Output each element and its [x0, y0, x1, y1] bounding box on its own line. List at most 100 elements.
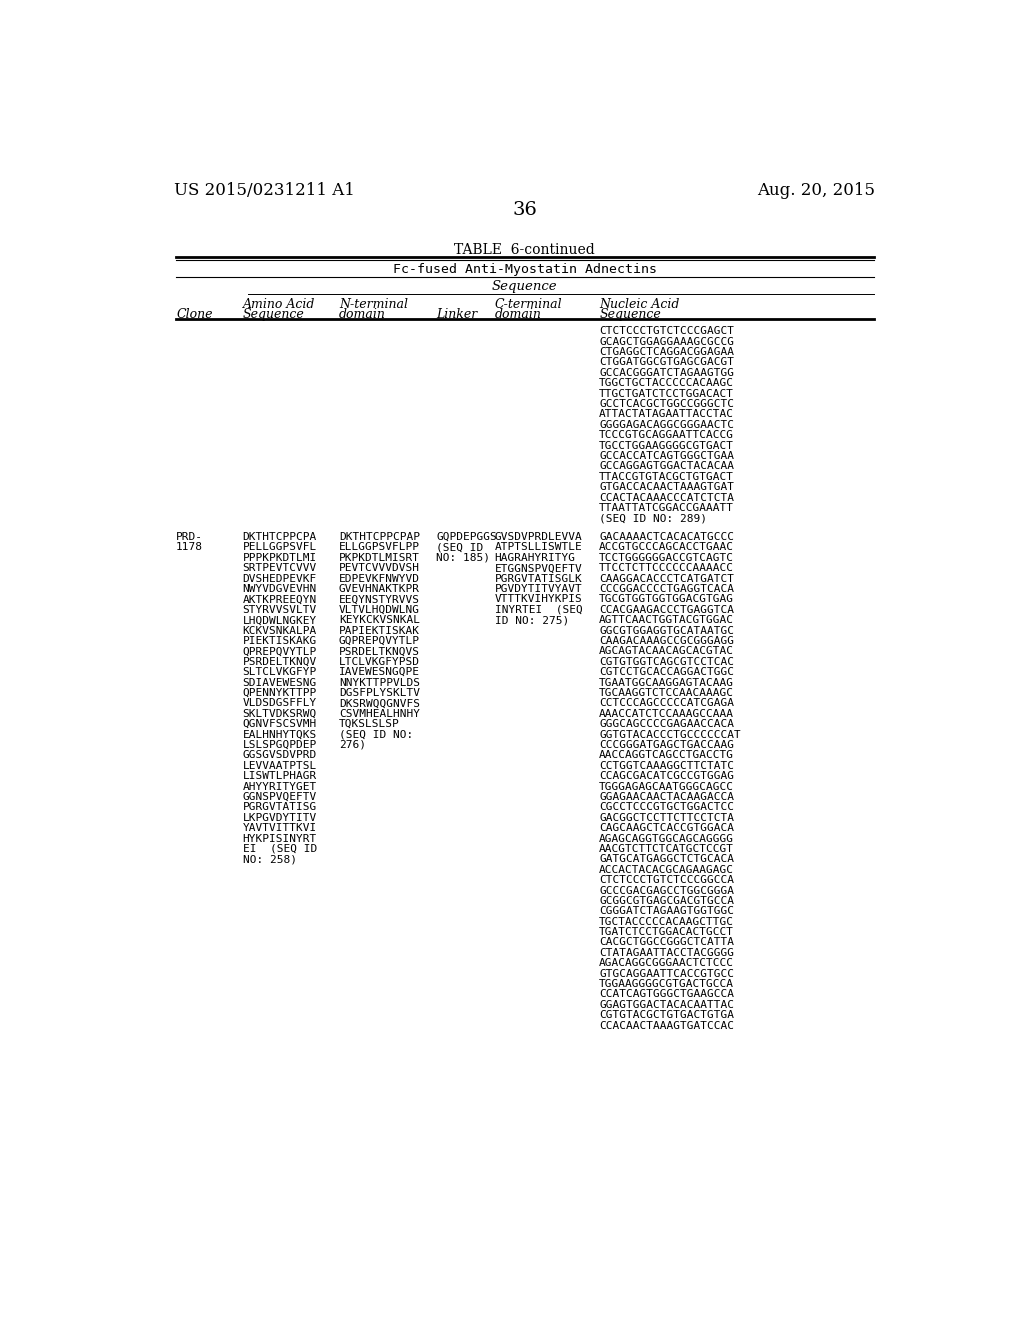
Text: GGAGAACAACTACAAGACCA: GGAGAACAACTACAAGACCA — [599, 792, 734, 803]
Text: DKSRWQQGNVFS: DKSRWQQGNVFS — [339, 698, 420, 709]
Text: AAACCATCTCCAAAGCCAAA: AAACCATCTCCAAAGCCAAA — [599, 709, 734, 719]
Text: CACGCTGGCCGGGCTCATTA: CACGCTGGCCGGGCTCATTA — [599, 937, 734, 948]
Text: CSVMHEALHNHY: CSVMHEALHNHY — [339, 709, 420, 719]
Text: AHYYRITYGET: AHYYRITYGET — [243, 781, 317, 792]
Text: Aug. 20, 2015: Aug. 20, 2015 — [757, 182, 876, 198]
Text: DVSHEDPEVKF: DVSHEDPEVKF — [243, 574, 317, 583]
Text: VLTVLHQDWLNG: VLTVLHQDWLNG — [339, 605, 420, 615]
Text: TGCGTGGTGGTGGACGTGAG: TGCGTGGTGGTGGACGTGAG — [599, 594, 734, 605]
Text: AKTKPREEQYN: AKTKPREEQYN — [243, 594, 317, 605]
Text: Amino Acid: Amino Acid — [243, 298, 315, 310]
Text: GCCAGGAGTGGACTACACAA: GCCAGGAGTGGACTACACAA — [599, 462, 734, 471]
Text: DKTHTCPPCPAP: DKTHTCPPCPAP — [339, 532, 420, 543]
Text: CGCCTCCCGTGCTGGACTCC: CGCCTCCCGTGCTGGACTCC — [599, 803, 734, 812]
Text: VLDSDGSFFLY: VLDSDGSFFLY — [243, 698, 317, 709]
Text: GGGCAGCCCCGAGAACCACA: GGGCAGCCCCGAGAACCACA — [599, 719, 734, 729]
Text: INYRTEI  (SEQ: INYRTEI (SEQ — [495, 605, 583, 615]
Text: CTGAGGCTCAGGACGGAGAA: CTGAGGCTCAGGACGGAGAA — [599, 347, 734, 356]
Text: SDIAVEWESNG: SDIAVEWESNG — [243, 677, 317, 688]
Text: EI  (SEQ ID: EI (SEQ ID — [243, 843, 317, 854]
Text: GCCACGGGATCTAGAAGTGG: GCCACGGGATCTAGAAGTGG — [599, 368, 734, 378]
Text: CTCTCCCTGTCTCCCGGCCA: CTCTCCCTGTCTCCCGGCCA — [599, 875, 734, 886]
Text: AGCAGTACAACAGCACGTAC: AGCAGTACAACAGCACGTAC — [599, 647, 734, 656]
Text: LHQDWLNGKEY: LHQDWLNGKEY — [243, 615, 317, 626]
Text: 276): 276) — [339, 741, 366, 750]
Text: GACAAAACTCACACATGCCC: GACAAAACTCACACATGCCC — [599, 532, 734, 543]
Text: TGCCTGGAAGGGGCGTGACT: TGCCTGGAAGGGGCGTGACT — [599, 441, 734, 450]
Text: PGRGVTATISG: PGRGVTATISG — [243, 803, 317, 812]
Text: AGTTCAACTGGTACGTGGAC: AGTTCAACTGGTACGTGGAC — [599, 615, 734, 626]
Text: TQKSLSLSP: TQKSLSLSP — [339, 719, 399, 729]
Text: Clone: Clone — [176, 308, 213, 321]
Text: GCCTCACGCTGGCCGGGCTC: GCCTCACGCTGGCCGGGCTC — [599, 399, 734, 409]
Text: GGAGTGGACTACACAATTAC: GGAGTGGACTACACAATTAC — [599, 999, 734, 1010]
Text: CCACTACAAACCCATCTCTA: CCACTACAAACCCATCTCTA — [599, 492, 734, 503]
Text: TGCTACCCCCACAAGCTTGC: TGCTACCCCCACAAGCTTGC — [599, 916, 734, 927]
Text: CAGCAAGCTCACCGTGGACA: CAGCAAGCTCACCGTGGACA — [599, 824, 734, 833]
Text: Nucleic Acid: Nucleic Acid — [599, 298, 680, 310]
Text: PGRGVTATISGLK: PGRGVTATISGLK — [495, 574, 583, 583]
Text: NNYKTTPPVLDS: NNYKTTPPVLDS — [339, 677, 420, 688]
Text: CCTGGTCAAAGGCTTCTATC: CCTGGTCAAAGGCTTCTATC — [599, 760, 734, 771]
Text: CCAGCGACATCGCCGTGGAG: CCAGCGACATCGCCGTGGAG — [599, 771, 734, 781]
Text: (SEQ ID NO:: (SEQ ID NO: — [339, 730, 413, 739]
Text: Sequence: Sequence — [599, 308, 660, 321]
Text: KEYKCKVSNKAL: KEYKCKVSNKAL — [339, 615, 420, 626]
Text: YAVTVITTKVI: YAVTVITTKVI — [243, 824, 317, 833]
Text: KCKVSNKALPA: KCKVSNKALPA — [243, 626, 317, 636]
Text: Sequence: Sequence — [492, 280, 558, 293]
Text: PSRDELTKNQV: PSRDELTKNQV — [243, 657, 317, 667]
Text: LKPGVDYTITV: LKPGVDYTITV — [243, 813, 317, 822]
Text: TGCAAGGTCTCCAACAAAGC: TGCAAGGTCTCCAACAAAGC — [599, 688, 734, 698]
Text: PKPKDTLMISRT: PKPKDTLMISRT — [339, 553, 420, 562]
Text: GACGGCTCCTTCTTCCTCTA: GACGGCTCCTTCTTCCTCTA — [599, 813, 734, 822]
Text: AGACAGGCGGGAACTCTCCC: AGACAGGCGGGAACTCTCCC — [599, 958, 734, 969]
Text: TTACCGTGTACGCTGTGACT: TTACCGTGTACGCTGTGACT — [599, 471, 734, 482]
Text: GTGACCACAACTAAAGTGAT: GTGACCACAACTAAAGTGAT — [599, 482, 734, 492]
Text: QPREPQVYTLP: QPREPQVYTLP — [243, 647, 317, 656]
Text: VTTTKVIHYKPIS: VTTTKVIHYKPIS — [495, 594, 583, 605]
Text: CTATAGAATTACCTACGGGG: CTATAGAATTACCTACGGGG — [599, 948, 734, 958]
Text: domain: domain — [495, 308, 542, 321]
Text: STYRVVSVLTV: STYRVVSVLTV — [243, 605, 317, 615]
Text: CTGGATGGCGTGAGCGACGT: CTGGATGGCGTGAGCGACGT — [599, 358, 734, 367]
Text: PIEKTISKAKG: PIEKTISKAKG — [243, 636, 317, 645]
Text: TTAATTATCGGACCGAAATT: TTAATTATCGGACCGAAATT — [599, 503, 734, 513]
Text: ATTACTATAGAATTACCTAC: ATTACTATAGAATTACCTAC — [599, 409, 734, 420]
Text: PRD-: PRD- — [176, 532, 203, 543]
Text: Fc-fused Anti-Myostatin Adnectins: Fc-fused Anti-Myostatin Adnectins — [393, 263, 656, 276]
Text: EDPEVKFNWYVD: EDPEVKFNWYVD — [339, 574, 420, 583]
Text: ID NO: 275): ID NO: 275) — [495, 615, 568, 626]
Text: PSRDELTKNQVS: PSRDELTKNQVS — [339, 647, 420, 656]
Text: TTGCTGATCTCCTGGACACT: TTGCTGATCTCCTGGACACT — [599, 388, 734, 399]
Text: GGNSPVQEFTV: GGNSPVQEFTV — [243, 792, 317, 803]
Text: GTGCAGGAATTCACCGTGCC: GTGCAGGAATTCACCGTGCC — [599, 969, 734, 978]
Text: AGAGCAGGTGGCAGCAGGGG: AGAGCAGGTGGCAGCAGGGG — [599, 833, 734, 843]
Text: TGGGAGAGCAATGGGCAGCC: TGGGAGAGCAATGGGCAGCC — [599, 781, 734, 792]
Text: GGTGTACACCCTGCCCCCCAT: GGTGTACACCCTGCCCCCCAT — [599, 730, 741, 739]
Text: GATGCATGAGGCTCTGCACA: GATGCATGAGGCTCTGCACA — [599, 854, 734, 865]
Text: CAAGGACACCCTCATGATCT: CAAGGACACCCTCATGATCT — [599, 574, 734, 583]
Text: AACGTCTTCTCATGCTCCGT: AACGTCTTCTCATGCTCCGT — [599, 843, 734, 854]
Text: CCCGGACCCCTGAGGTCACA: CCCGGACCCCTGAGGTCACA — [599, 583, 734, 594]
Text: TGGAAGGGGCGTGACTGCCA: TGGAAGGGGCGTGACTGCCA — [599, 979, 734, 989]
Text: GCGGCGTGAGCGACGTGCCA: GCGGCGTGAGCGACGTGCCA — [599, 896, 734, 906]
Text: TCCCGTGCAGGAATTCACCG: TCCCGTGCAGGAATTCACCG — [599, 430, 734, 440]
Text: GGGGAGACAGGCGGGAACTC: GGGGAGACAGGCGGGAACTC — [599, 420, 734, 430]
Text: domain: domain — [339, 308, 386, 321]
Text: IAVEWESNGQPE: IAVEWESNGQPE — [339, 667, 420, 677]
Text: EALHNHYTQKS: EALHNHYTQKS — [243, 730, 317, 739]
Text: TGAATGGCAAGGAGTACAAG: TGAATGGCAAGGAGTACAAG — [599, 677, 734, 688]
Text: US 2015/0231211 A1: US 2015/0231211 A1 — [174, 182, 355, 198]
Text: PAPIEKTISKAK: PAPIEKTISKAK — [339, 626, 420, 636]
Text: CAAGACAAAGCCGCGGGAGG: CAAGACAAAGCCGCGGGAGG — [599, 636, 734, 645]
Text: LEVVAATPTSL: LEVVAATPTSL — [243, 760, 317, 771]
Text: SKLTVDKSRWQ: SKLTVDKSRWQ — [243, 709, 317, 719]
Text: GQPREPQVYTLP: GQPREPQVYTLP — [339, 636, 420, 645]
Text: TCCTGGGGGGACCGTCAGTC: TCCTGGGGGGACCGTCAGTC — [599, 553, 734, 562]
Text: CCTCCCAGCCCCCATCGAGA: CCTCCCAGCCCCCATCGAGA — [599, 698, 734, 709]
Text: CGTGTACGCTGTGACTGTGA: CGTGTACGCTGTGACTGTGA — [599, 1010, 734, 1020]
Text: DKTHTCPPCPA: DKTHTCPPCPA — [243, 532, 317, 543]
Text: GGCGTGGAGGTGCATAATGC: GGCGTGGAGGTGCATAATGC — [599, 626, 734, 636]
Text: SRTPEVTCVVV: SRTPEVTCVVV — [243, 564, 317, 573]
